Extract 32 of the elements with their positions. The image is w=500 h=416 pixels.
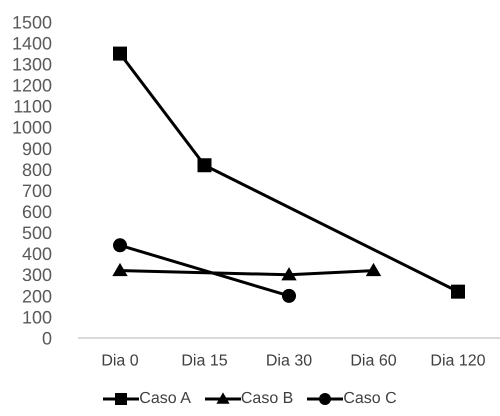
point xyxy=(198,158,212,172)
y-tick-label: 1200 xyxy=(12,76,52,96)
point xyxy=(366,262,382,276)
y-tick-label: 400 xyxy=(22,244,52,264)
y-tick-label: 300 xyxy=(22,265,52,286)
y-tick-label: 100 xyxy=(22,307,52,328)
x-tick-label: Dia 30 xyxy=(266,352,312,370)
point xyxy=(112,262,128,276)
y-tick-label: 600 xyxy=(22,202,52,222)
y-tick-label: 1000 xyxy=(12,118,52,138)
y-tick-label: 200 xyxy=(22,286,52,306)
y-tick-label: 1500 xyxy=(12,12,52,32)
y-tick-label: 0 xyxy=(42,328,52,348)
point xyxy=(451,284,465,299)
point xyxy=(113,238,127,252)
x-tick-label: Dia 0 xyxy=(101,352,139,370)
point xyxy=(113,46,127,61)
point xyxy=(281,267,297,280)
y-tick-label: 900 xyxy=(22,138,52,159)
x-tick-label: Dia 120 xyxy=(430,352,486,370)
y-tick-label: 1300 xyxy=(12,54,52,75)
x-tick-label: Dia 60 xyxy=(350,352,397,370)
y-tick-label: 800 xyxy=(22,160,52,180)
point xyxy=(282,288,296,303)
legend-label: Caso B xyxy=(240,390,294,408)
y-tick-label: 1100 xyxy=(13,96,52,117)
legend-label: Caso A xyxy=(139,390,191,408)
x-tick-label: Dia 15 xyxy=(181,352,228,370)
y-tick-label: 700 xyxy=(22,180,52,201)
y-tick-label: 500 xyxy=(22,223,52,244)
legend-label: Caso C xyxy=(343,390,397,408)
y-tick-label: 1400 xyxy=(12,33,52,54)
